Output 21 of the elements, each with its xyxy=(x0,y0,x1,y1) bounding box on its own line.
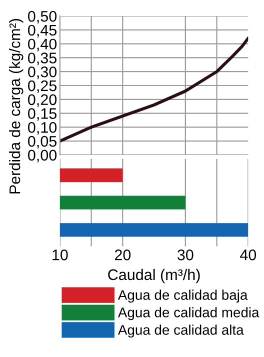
x-tick-label: 10 xyxy=(52,250,68,260)
x-tick-label: 40 xyxy=(240,250,256,260)
x-tick-label: 30 xyxy=(178,250,194,260)
y-tick-label: 0,20 xyxy=(28,94,57,107)
y-axis-title: Perdida de carga (kg/cm²) xyxy=(9,18,24,194)
y-tick-label: 0,35 xyxy=(28,52,57,66)
x-axis-title: Caudal (m³/h) xyxy=(108,268,200,284)
y-tick-label: 0,40 xyxy=(28,38,57,52)
x-tick-label: 20 xyxy=(114,250,131,260)
y-tick-label: 0,25 xyxy=(28,80,57,93)
y-tick-label: 0,00 xyxy=(28,150,57,162)
y-tick-label: 0,50 xyxy=(28,10,57,24)
legend-label: Agua de calidad alta xyxy=(118,324,244,338)
legend-label: Agua de calidad media xyxy=(118,307,260,320)
legend-label: Agua de calidad baja xyxy=(118,290,248,303)
y-tick-label: 0,15 xyxy=(28,108,57,121)
y-tick-label: 0,30 xyxy=(28,66,57,80)
y-tick-label: 0,10 xyxy=(28,122,57,135)
y-tick-label: 0,05 xyxy=(28,136,57,149)
y-tick-label: 0,45 xyxy=(28,24,57,38)
line-series xyxy=(60,36,248,143)
